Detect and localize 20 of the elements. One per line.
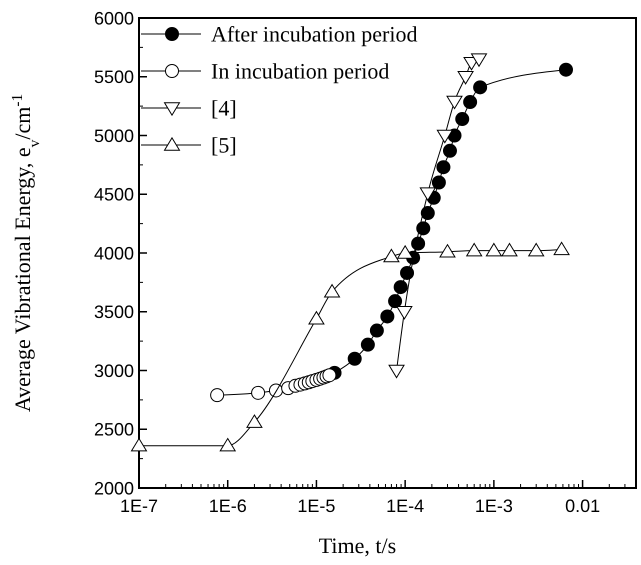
x-tick-label: 1E-4 <box>386 496 424 516</box>
y-tick-label: 6000 <box>94 8 134 28</box>
y-tick-label: 4000 <box>94 243 134 264</box>
x-axis-title: Time, t/s <box>318 533 396 558</box>
x-tick-label: 1E-5 <box>297 496 336 516</box>
legend-label: [5] <box>211 132 237 158</box>
y-tick-label: 4500 <box>94 184 134 205</box>
legend-label: [4] <box>211 96 237 121</box>
y-tick-label: 3500 <box>94 302 134 322</box>
x-tick-label: 1E-7 <box>120 496 158 516</box>
legend-label: In incubation period <box>211 58 390 84</box>
y-tick-label: 2500 <box>94 420 134 440</box>
x-tick-label: 1E-3 <box>474 496 513 516</box>
y-tick-label: 5000 <box>94 126 134 146</box>
y-tick-label: 5500 <box>94 67 134 88</box>
legend-label: After incubation period <box>211 22 418 47</box>
y-tick-label: 3000 <box>94 360 134 381</box>
x-tick-label: 0.01 <box>565 496 600 516</box>
y-tick-label: 2000 <box>94 478 134 498</box>
x-tick-label: 1E-6 <box>208 496 247 516</box>
